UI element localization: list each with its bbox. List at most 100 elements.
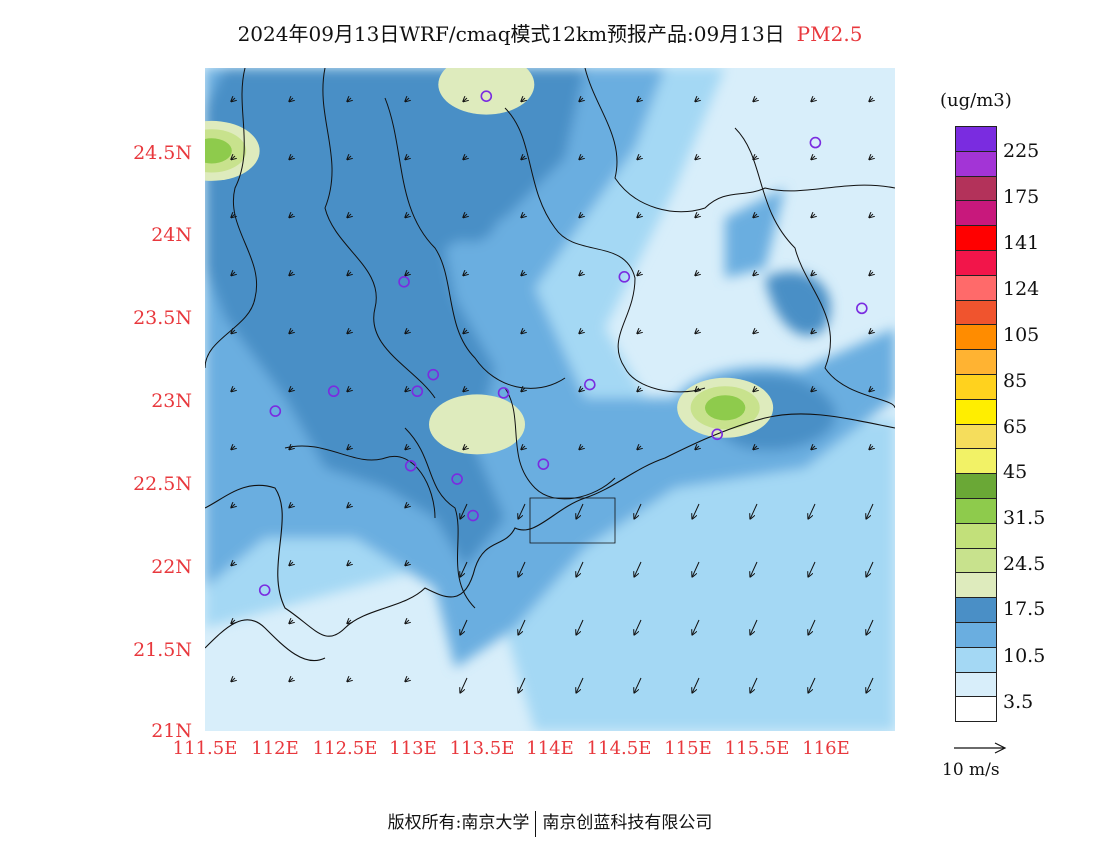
station-marker[interactable]	[427, 368, 440, 381]
wind-arrow	[866, 619, 874, 635]
colorbar-swatch	[956, 374, 996, 400]
wind-arrow	[405, 214, 409, 217]
colorbar-swatch	[956, 474, 996, 499]
wind-arrow	[521, 330, 525, 333]
wind-arrow	[866, 677, 874, 693]
wind-arrow	[463, 330, 467, 333]
wind-arrow	[289, 562, 293, 565]
wind-arrow	[634, 677, 642, 693]
colorbar-swatch	[956, 523, 996, 549]
wind-arrow	[405, 562, 409, 565]
wind-arrow	[460, 503, 468, 519]
wind-arrow	[289, 504, 293, 507]
footer: 版权所有:南京大学 南京创蓝科技有限公司	[0, 808, 1100, 837]
pm25-map[interactable]	[205, 68, 895, 731]
wind-arrow	[576, 503, 584, 519]
colorbar-label: 85	[1003, 370, 1028, 392]
colorbar-swatch	[956, 598, 996, 623]
wind-arrow	[405, 272, 409, 275]
station-marker[interactable]	[711, 428, 723, 441]
lon-tick-label: 115.5E	[724, 738, 790, 759]
colorbar-label: 105	[1003, 324, 1040, 346]
wind-arrow	[811, 214, 815, 217]
lon-tick-label: 112.5E	[312, 738, 378, 759]
wind-arrow	[405, 98, 409, 101]
wind-arrow	[347, 620, 351, 623]
station-marker[interactable]	[467, 509, 479, 522]
wind-arrow	[231, 272, 235, 275]
colorbar-label: 10.5	[1003, 645, 1046, 667]
station-marker[interactable]	[411, 385, 424, 398]
wind-arrow	[463, 272, 467, 275]
wind-arrow	[579, 214, 583, 217]
wind-arrow	[518, 561, 526, 577]
wind-arrow	[811, 388, 815, 391]
wind-arrow	[460, 561, 468, 577]
wind-arrow	[405, 446, 409, 449]
wind-arrow	[695, 272, 699, 275]
station-marker[interactable]	[537, 458, 550, 470]
colorbar	[955, 126, 997, 722]
lat-tick-label: 21.5N	[133, 639, 192, 661]
station-marker[interactable]	[584, 378, 596, 391]
wind-arrow	[231, 562, 235, 565]
wind-arrow	[518, 503, 526, 519]
station-marker[interactable]	[404, 459, 417, 472]
lat-tick-label: 21N	[151, 720, 192, 742]
colorbar-swatch	[956, 325, 996, 351]
wind-arrow	[405, 330, 409, 333]
lat-tick-label: 24N	[151, 224, 192, 246]
station-marker[interactable]	[398, 276, 410, 288]
station-marker[interactable]	[269, 405, 282, 417]
lat-tick-label: 22.5N	[133, 473, 192, 495]
footer-left: 版权所有:南京大学	[387, 813, 530, 833]
wind-arrow	[347, 678, 351, 681]
wind-arrow	[460, 677, 468, 693]
station-marker[interactable]	[497, 387, 510, 399]
wind-arrow	[692, 619, 700, 635]
map-canvas	[205, 68, 895, 731]
wind-arrow	[579, 446, 583, 449]
station-marker[interactable]	[618, 271, 631, 283]
wind-arrow	[750, 677, 758, 693]
wind-arrow	[231, 330, 235, 333]
wind-arrow	[637, 214, 641, 217]
wind-arrow	[521, 98, 525, 101]
colorbar-label: 45	[1003, 461, 1028, 483]
wind-arrow	[521, 446, 525, 449]
wind-arrow	[753, 272, 757, 275]
lat-tick-label: 23.5N	[133, 307, 192, 329]
wind-arrow	[579, 330, 583, 333]
wind-arrow	[289, 620, 293, 623]
wind-arrow	[231, 388, 235, 391]
wind-arrow	[576, 619, 584, 635]
lat-tick-label: 23N	[151, 390, 192, 412]
lat-tick-label: 22N	[151, 556, 192, 578]
wind-vectors	[231, 98, 873, 693]
station-marker[interactable]	[856, 302, 868, 315]
wind-arrow	[750, 619, 758, 635]
lon-tick-label: 111.5E	[172, 738, 238, 759]
province-boundaries	[205, 68, 895, 609]
wind-arrow	[231, 446, 235, 449]
lon-tick-label: 114.5E	[586, 738, 652, 759]
wind-arrow	[347, 156, 351, 159]
station-marker[interactable]	[451, 473, 463, 485]
station-marker[interactable]	[809, 136, 822, 149]
colorbar-swatch	[956, 548, 996, 574]
colorbar-swatch	[956, 573, 996, 599]
wind-arrow	[518, 677, 526, 693]
wind-arrow	[695, 330, 699, 333]
station-marker[interactable]	[327, 385, 340, 398]
wind-arrow	[753, 446, 757, 449]
wind-arrow	[289, 214, 293, 217]
wind-arrow	[750, 503, 758, 519]
wind-arrow	[634, 561, 642, 577]
title-main: 2024年09月13日WRF/cmaq模式12km预报产品:09月13日	[237, 22, 785, 46]
station-marker[interactable]	[258, 584, 271, 596]
station-marker[interactable]	[480, 90, 493, 102]
wind-arrow	[405, 678, 409, 681]
wind-arrow	[576, 677, 584, 693]
wind-arrow	[289, 678, 293, 681]
wind-arrow	[866, 503, 874, 519]
